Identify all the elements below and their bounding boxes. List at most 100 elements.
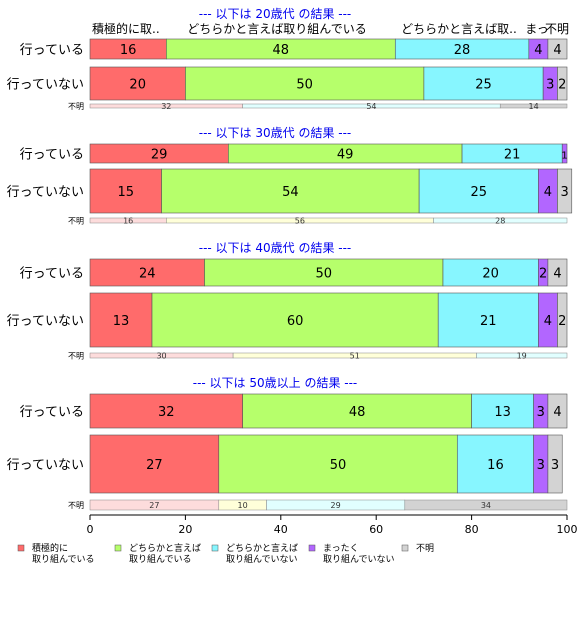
- bar-segment: [547, 258, 568, 287]
- legend-label: まったく: [323, 543, 359, 554]
- unknown-bar-value-label: 19: [517, 352, 527, 361]
- row-label: 行っている: [20, 405, 84, 420]
- bar-value-label: 20: [482, 267, 499, 282]
- bar-value-label: 60: [287, 314, 304, 329]
- bar-value-label: 15: [118, 185, 135, 200]
- bar-segment: [456, 434, 534, 494]
- legend-swatch: [308, 544, 316, 552]
- bar-value-label: 2: [558, 78, 566, 93]
- row-label: 行っていない: [7, 314, 84, 329]
- legend-label: どちらかと言えば: [226, 542, 298, 554]
- unknown-bar-value-label: 54: [366, 102, 376, 111]
- bar-segment: [437, 292, 539, 348]
- bar-segment: [89, 258, 205, 287]
- bar-value-label: 21: [480, 314, 497, 329]
- bar-segment: [547, 393, 568, 429]
- bar-segment: [218, 434, 458, 494]
- unknown-bar-value-label: 28: [495, 217, 505, 226]
- bar-value-label: 3: [537, 405, 545, 420]
- bar-value-label: 28: [454, 43, 471, 58]
- bar-value-label: 3: [537, 458, 545, 473]
- header-label: どちらかと言えば取..: [401, 22, 517, 36]
- unknown-bar-segment: [433, 217, 568, 224]
- bar-value-label: 54: [282, 185, 299, 200]
- unknown-bar-segment: [499, 103, 568, 109]
- legend-swatch: [114, 544, 122, 552]
- bar-segment: [442, 258, 539, 287]
- bar-value-label: 3: [560, 185, 568, 200]
- unknown-bar-value-label: 32: [161, 102, 171, 111]
- bar-value-label: 50: [330, 458, 347, 473]
- legend-swatch: [17, 544, 25, 552]
- bar-value-label: 27: [146, 458, 163, 473]
- unknown-bar-value-label: 56: [295, 217, 305, 226]
- bar-segment: [557, 292, 568, 348]
- unknown-bar-value-label: 10: [238, 501, 248, 510]
- header-label: まっ: [525, 22, 549, 36]
- unknown-row-label: 不明: [68, 102, 84, 111]
- unknown-bar-segment: [476, 352, 568, 359]
- legend-label: 取り組んでいる: [32, 553, 95, 565]
- bar-value-label: 4: [553, 267, 561, 282]
- bar-value-label: 13: [494, 405, 511, 420]
- bar-segment: [151, 292, 439, 348]
- panel-title: --- 以下は 50歳以上 の結果 ---: [193, 376, 358, 390]
- bar-value-label: 3: [551, 458, 559, 473]
- bar-value-label: 50: [315, 267, 332, 282]
- bar-value-label: 4: [544, 185, 552, 200]
- header-label: 積極的に取..: [92, 21, 160, 36]
- bar-value-label: 4: [553, 43, 561, 58]
- unknown-bar-segment: [404, 499, 568, 511]
- bar-segment: [418, 168, 539, 214]
- panel-title: --- 以下は 20歳代 の結果 ---: [199, 7, 352, 21]
- row-label: 行っている: [20, 267, 84, 282]
- bar-value-label: 4: [534, 43, 542, 58]
- bar-segment: [89, 393, 243, 429]
- bar-value-label: 4: [544, 314, 552, 329]
- row-label: 行っていない: [7, 458, 84, 473]
- bar-value-label: 13: [113, 314, 130, 329]
- unknown-row-label: 不明: [68, 217, 84, 226]
- unknown-row-label: 不明: [68, 501, 84, 510]
- bar-value-label: 2: [539, 267, 547, 282]
- bar-segment: [557, 168, 573, 214]
- bar-segment: [89, 292, 153, 348]
- bar-value-label: 16: [487, 458, 504, 473]
- bar-value-label: 25: [475, 78, 492, 93]
- legend-swatch: [401, 544, 409, 552]
- bar-value-label: 3: [546, 78, 554, 93]
- bar-value-label: 1: [561, 151, 567, 162]
- row-label: 行っていない: [7, 78, 84, 93]
- bar-segment: [242, 393, 472, 429]
- unknown-bar-value-label: 16: [123, 217, 133, 226]
- bar-value-label: 49: [337, 148, 354, 163]
- unknown-bar-value-label: 51: [350, 352, 360, 361]
- bar-value-label: 48: [349, 405, 366, 420]
- unknown-bar-value-label: 29: [331, 501, 341, 510]
- legend-label: 取り組んでいない: [323, 553, 395, 565]
- unknown-row-label: 不明: [68, 352, 84, 361]
- x-tick-label: 80: [465, 523, 479, 536]
- bar-value-label: 25: [470, 185, 487, 200]
- bar-segment: [547, 38, 568, 60]
- legend-label: 不明: [416, 543, 434, 554]
- bar-segment: [161, 168, 420, 214]
- bar-value-label: 24: [139, 267, 156, 282]
- legend-swatch: [211, 544, 219, 552]
- row-label: 行っている: [20, 148, 84, 163]
- row-label: 行っていない: [7, 185, 84, 200]
- legend-label: 取り組んでいない: [226, 553, 298, 565]
- bar-value-label: 48: [273, 43, 290, 58]
- bar-value-label: 29: [151, 148, 168, 163]
- x-tick-label: 60: [369, 523, 383, 536]
- bar-segment: [471, 393, 534, 429]
- bar-value-label: 4: [553, 405, 561, 420]
- x-tick-label: 100: [557, 523, 578, 536]
- header-label: 不明: [545, 22, 569, 36]
- x-tick-label: 40: [274, 523, 288, 536]
- unknown-bar-value-label: 27: [149, 501, 159, 510]
- bar-segment: [204, 258, 444, 287]
- x-tick-label: 20: [178, 523, 192, 536]
- bar-value-label: 21: [504, 148, 521, 163]
